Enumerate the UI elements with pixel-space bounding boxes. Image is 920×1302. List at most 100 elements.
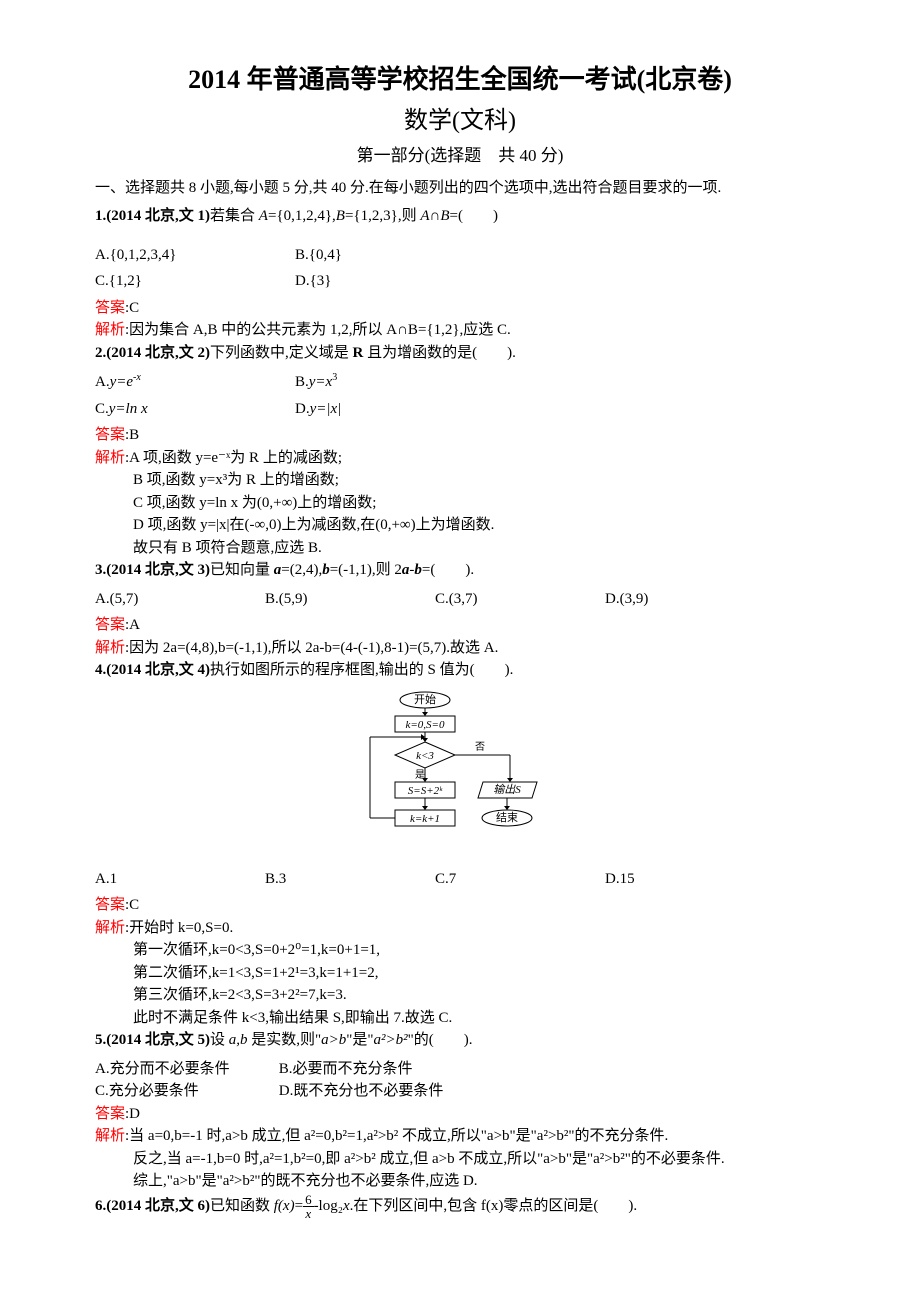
flowchart-step1: S=S+2ᵏ xyxy=(408,785,443,797)
q1-number: 1 xyxy=(95,208,103,224)
q5-analysis-2: 反之,当 a=-1,b=0 时,a²=1,b²=0,即 a²>b² 成立,但 a… xyxy=(133,1148,825,1171)
q1-answer: 答案:C xyxy=(95,297,825,320)
q4-number: 4 xyxy=(95,662,103,678)
flowchart-output: 输出S xyxy=(493,783,521,796)
q1-math-AB: A∩B xyxy=(420,208,449,224)
q3-analysis: 解析:因为 2a=(4,8),b=(-1,1),所以 2a-b=(4-(-1),… xyxy=(95,637,825,660)
q4-options: A.1 B.3 C.7 D.15 xyxy=(95,868,825,891)
q4-answer: 答案:C xyxy=(95,894,825,917)
q1-option-c: C.{1,2} xyxy=(95,270,295,293)
flowchart-start: 开始 xyxy=(414,692,436,706)
q2-analysis-e: 故只有 B 项符合题意,应选 B. xyxy=(133,537,825,560)
q3-answer: 答案:A xyxy=(95,614,825,637)
q1-text: ={1,2,3},则 xyxy=(345,208,420,224)
q4-option-d: D.15 xyxy=(605,868,775,891)
q1-ref: .(2014 北京,文 1) xyxy=(103,208,211,224)
q6-number: 6 xyxy=(95,1197,103,1213)
q4-option-b: B.3 xyxy=(265,868,435,891)
question-3: 3.(2014 北京,文 3)已知向量 a=(2,4),b=(-1,1),则 2… xyxy=(95,559,825,582)
q5-options-row2: C.充分必要条件 D.既不充分也不必要条件 xyxy=(95,1080,825,1103)
page-subtitle: 数学(文科) xyxy=(95,103,825,139)
flowchart-end: 结束 xyxy=(496,811,518,824)
q5-option-c: C.充分必要条件 xyxy=(95,1080,275,1103)
q2-number: 2 xyxy=(95,345,103,361)
q5-answer: 答案:D xyxy=(95,1103,825,1126)
q2-option-c: C.y=ln x xyxy=(95,398,295,421)
flowchart-no: 否 xyxy=(475,741,485,753)
q3-number: 3 xyxy=(95,562,103,578)
q2-analysis-b: B 项,函数 y=x³为 R 上的增函数; xyxy=(133,469,825,492)
q4-analysis-3: 第三次循环,k=2<3,S=3+2²=7,k=3. xyxy=(133,984,825,1007)
f12-fraction: 6x xyxy=(303,1193,314,1220)
analysis-label: 解析 xyxy=(95,920,125,936)
flowchart-init: k=0,S=0 xyxy=(406,719,445,731)
q4-option-a: A.1 xyxy=(95,868,265,891)
flowchart-step2: k=k+1 xyxy=(410,813,440,825)
answer-label: 答案 xyxy=(95,617,125,633)
question-2: 2.(2014 北京,文 2)下列函数中,定义域是 R 且为增函数的是( ). xyxy=(95,342,825,365)
q4-option-c: C.7 xyxy=(435,868,605,891)
q1-text: 若集合 xyxy=(210,208,259,224)
q4-analysis-1: 第一次循环,k=0<3,S=0+2⁰=1,k=0+1=1, xyxy=(133,939,825,962)
q5-analysis-3: 综上,"a>b"是"a²>b²"的既不充分也不必要条件,应选 D. xyxy=(133,1170,825,1193)
q4-analysis-0: 解析:开始时 k=0,S=0. xyxy=(95,917,825,940)
q3-text: 已知向量 xyxy=(210,562,274,578)
q2-options-row2: C.y=ln x D.y=|x| xyxy=(95,398,825,421)
q2-option-b: B.y=x3 xyxy=(295,370,495,394)
flowchart-diagram: 开始 k=0,S=0 k<3 是 S=S+2ᵏ k=k+1 否 输出S 结束 xyxy=(355,690,555,860)
q5-analysis-1: 解析:当 a=0,b=-1 时,a>b 成立,但 a²=0,b²=1,a²>b²… xyxy=(95,1125,825,1148)
answer-label: 答案 xyxy=(95,1106,125,1122)
q1-option-a: A.{0,1,2,3,4} xyxy=(95,244,295,267)
q3-ref: .(2014 北京,文 3) xyxy=(103,562,211,578)
page-title: 2014 年普通高等学校招生全国统一考试(北京卷) xyxy=(95,60,825,99)
question-5: 5.(2014 北京,文 5)设 a,b 是实数,则"a>b"是"a²>b²"的… xyxy=(95,1029,825,1052)
q2-answer-value: :B xyxy=(125,427,139,443)
q4-analysis-4: 此时不满足条件 k<3,输出结果 S,即输出 7.故选 C. xyxy=(133,1007,825,1030)
question-6: 6.(2014 北京,文 6)已知函数 f(x)=6x-log₂x.在下列区间中… xyxy=(95,1193,825,1220)
q5-option-d: D.既不充分也不必要条件 xyxy=(279,1083,444,1099)
q1-math-B: B xyxy=(336,208,345,224)
question-1: 1.(2014 北京,文 1)若集合 A={0,1,2,4},B={1,2,3}… xyxy=(95,205,825,228)
answer-label: 答案 xyxy=(95,427,125,443)
q6-ref: .(2014 北京,文 6) xyxy=(103,1197,211,1213)
q3-option-b: B.(5,9) xyxy=(265,588,435,611)
q1-analysis-text: :因为集合 A,B 中的公共元素为 1,2,所以 A∩B={1,2},应选 C. xyxy=(125,322,511,338)
q1-answer-value: :C xyxy=(125,300,139,316)
q1-text: =( ) xyxy=(450,208,498,224)
question-4: 4.(2014 北京,文 4)执行如图所示的程序框图,输出的 S 值为( ). xyxy=(95,659,825,682)
q3-vec-b: b xyxy=(322,562,330,578)
q2-text-end: 且为增函数的是( ). xyxy=(363,345,516,361)
q1-text: ={0,1,2,4}, xyxy=(268,208,336,224)
q4-ref: .(2014 北京,文 4) xyxy=(103,662,211,678)
q4-analysis-2: 第二次循环,k=1<3,S=1+2¹=3,k=1+1=2, xyxy=(133,962,825,985)
q1-options-row1: A.{0,1,2,3,4} B.{0,4} xyxy=(95,244,825,267)
q2-analysis-a: 解析:A 项,函数 y=e⁻ˣ为 R 上的减函数; xyxy=(95,447,825,470)
q2-options-row1: A.y=e-x B.y=x3 xyxy=(95,370,825,394)
analysis-label: 解析 xyxy=(95,322,125,338)
q2-text: 下列函数中,定义域是 xyxy=(210,345,353,361)
q5-option-b: B.必要而不充分条件 xyxy=(279,1061,413,1077)
section-description: 一、选择题共 8 小题,每小题 5 分,共 40 分.在每小题列出的四个选项中,… xyxy=(95,177,825,200)
flowchart-cond: k<3 xyxy=(416,750,434,762)
answer-label: 答案 xyxy=(95,897,125,913)
analysis-label: 解析 xyxy=(95,450,125,466)
q2-ref: .(2014 北京,文 2) xyxy=(103,345,211,361)
q2-option-d: D.y=|x| xyxy=(295,398,495,421)
q3-option-c: C.(3,7) xyxy=(435,588,605,611)
part-title: 第一部分(选择题 共 40 分) xyxy=(95,143,825,169)
analysis-label: 解析 xyxy=(95,1128,125,1144)
q1-math-A: A xyxy=(259,208,268,224)
q3-option-a: A.(5,7) xyxy=(95,588,265,611)
q3-options: A.(5,7) B.(5,9) C.(3,7) D.(3,9) xyxy=(95,588,825,611)
q1-options-row2: C.{1,2} D.{3} xyxy=(95,270,825,293)
q5-option-a: A.充分而不必要条件 xyxy=(95,1058,275,1081)
q2-R: R xyxy=(353,345,364,361)
q1-option-d: D.{3} xyxy=(295,270,495,293)
analysis-label: 解析 xyxy=(95,640,125,656)
q2-answer: 答案:B xyxy=(95,424,825,447)
q5-ref: .(2014 北京,文 5) xyxy=(103,1032,211,1048)
q2-analysis-c: C 项,函数 y=ln x 为(0,+∞)上的增函数; xyxy=(133,492,825,515)
q1-analysis: 解析:因为集合 A,B 中的公共元素为 1,2,所以 A∩B={1,2},应选 … xyxy=(95,319,825,342)
q2-analysis-d: D 项,函数 y=|x|在(-∞,0)上为减函数,在(0,+∞)上为增函数. xyxy=(133,514,825,537)
q5-number: 5 xyxy=(95,1032,103,1048)
